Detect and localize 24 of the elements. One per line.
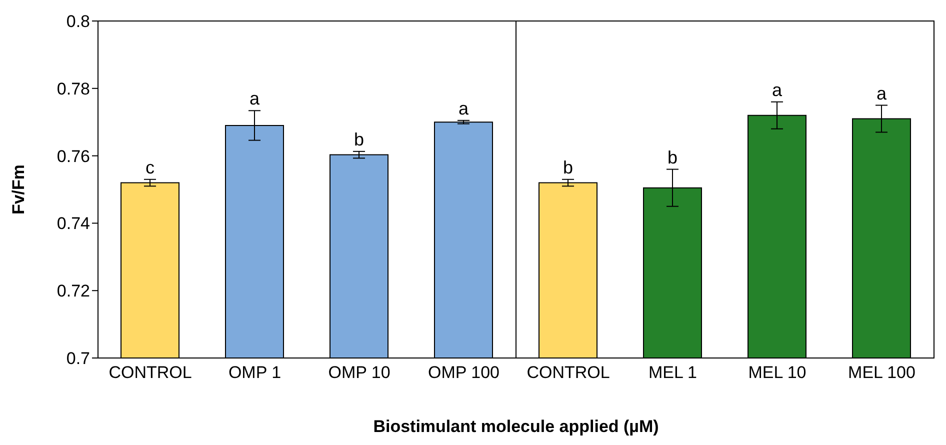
data-label: b	[354, 129, 364, 150]
data-label: b	[562, 157, 574, 178]
data-label: a	[458, 98, 470, 118]
data-label: a	[249, 88, 260, 109]
x-tick-label: OMP 100	[428, 363, 500, 382]
x-tick-label: OMP 10	[328, 363, 390, 382]
x-tick-label: OMP 1	[228, 363, 282, 382]
x-axis-title: Biostimulant molecule applied (µM)	[373, 417, 659, 436]
data-label: a	[876, 83, 888, 104]
y-tick-label: 0.76	[56, 146, 90, 166]
x-tick-label: MEL 1	[648, 363, 698, 382]
y-tick-label: 0.7	[66, 349, 90, 368]
y-axis-title: Fv/Fm	[9, 164, 28, 215]
x-tick-label: MEL 10	[748, 363, 806, 382]
data-label: b	[667, 147, 678, 168]
y-tick-label: 0.72	[56, 282, 90, 301]
y-tick-label: 0.8	[66, 12, 90, 32]
data-label: c	[146, 157, 154, 178]
data-label: a	[772, 80, 783, 100]
y-tick-label: 0.74	[56, 214, 90, 234]
y-tick-label: 0.78	[56, 79, 90, 98]
x-tick-label: MEL 100	[848, 363, 916, 382]
x-tick-label: CONTROL	[526, 363, 610, 382]
x-tick-label: CONTROL	[108, 363, 192, 382]
